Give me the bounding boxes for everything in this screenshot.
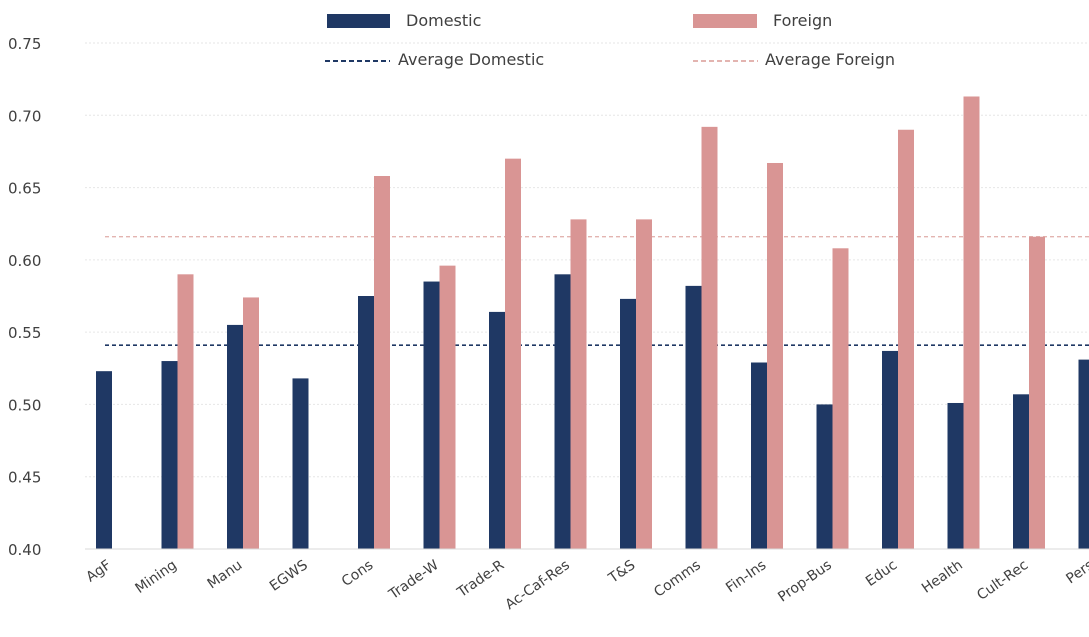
x-category-label: EGWS (267, 557, 311, 595)
legend-swatch-foreign (693, 14, 757, 28)
y-tick-label: 0.45 (8, 469, 41, 487)
bar-foreign (374, 176, 390, 549)
legend-label-domestic: Domestic (406, 11, 481, 30)
bar-foreign (570, 219, 587, 549)
bar-domestic (423, 281, 440, 549)
bars (96, 96, 1089, 550)
y-tick-label: 0.70 (8, 107, 41, 125)
x-category-label: Pers (1063, 557, 1089, 587)
bar-domestic (685, 285, 702, 549)
average-lines (105, 236, 1089, 346)
bar-domestic (816, 404, 833, 549)
bar-foreign (636, 219, 652, 549)
x-category-label: Trade-W (385, 557, 442, 603)
bar-foreign (243, 297, 259, 549)
bar-foreign (963, 96, 980, 550)
bar-domestic (1013, 394, 1029, 549)
y-tick-label: 0.50 (8, 396, 41, 414)
bar-domestic (554, 274, 571, 549)
bar-domestic (751, 362, 767, 549)
x-category-label: Fin-Ins (723, 557, 769, 596)
y-tick-label: 0.60 (8, 252, 41, 270)
bar-foreign (439, 265, 456, 549)
x-category-label: T&S (605, 557, 638, 587)
bar-domestic (161, 361, 178, 549)
bar-foreign (505, 158, 521, 549)
legend: Domestic Foreign Average Domestic Averag… (325, 11, 895, 69)
x-category-label: Trade-R (454, 557, 508, 601)
x-category-label: Ac-Caf-Res (502, 557, 572, 613)
bar-domestic (227, 324, 243, 549)
y-tick-label: 0.55 (8, 324, 41, 342)
legend-swatch-domestic (327, 14, 390, 28)
x-axis-category-labels: AgF Mining Manu EGWS Cons Trade-W Trade-RAc-Ca… (83, 557, 1089, 613)
bar-foreign (701, 126, 718, 549)
x-category-label: Educ (863, 557, 900, 590)
bar-domestic (620, 298, 636, 549)
x-category-label: Mining (133, 557, 180, 597)
bar-domestic (358, 296, 374, 549)
bar-domestic (489, 311, 505, 549)
y-tick-label: 0.75 (8, 35, 41, 53)
x-category-label: Manu (205, 557, 246, 592)
x-category-label: Comms (651, 557, 704, 600)
bar-foreign (177, 274, 194, 549)
bar-foreign (767, 162, 783, 549)
x-category-label: Cons (339, 557, 376, 590)
x-category-label: Prop-Bus (775, 557, 834, 605)
legend-label-average-foreign: Average Foreign (765, 50, 895, 69)
bar-foreign (832, 248, 849, 549)
y-tick-label: 0.40 (8, 541, 41, 559)
y-tick-label: 0.65 (8, 180, 41, 198)
bar-domestic (947, 402, 964, 549)
bar-domestic (882, 350, 898, 549)
bar-domestic (1078, 359, 1089, 549)
y-axis-tick-labels: 0.40 0.45 0.50 0.55 0.60 0.65 0.70 0.75 (8, 35, 41, 559)
bar-domestic (292, 378, 309, 549)
x-category-label: Health (919, 557, 966, 596)
bar-foreign (898, 129, 914, 549)
x-category-label: Cult-Rec (974, 557, 1031, 604)
x-category-label: AgF (83, 557, 114, 585)
legend-label-average-domestic: Average Domestic (398, 50, 544, 69)
bar-domestic (96, 371, 112, 549)
legend-label-foreign: Foreign (773, 11, 832, 30)
gridlines (85, 42, 1089, 478)
bar-foreign (1029, 236, 1045, 549)
